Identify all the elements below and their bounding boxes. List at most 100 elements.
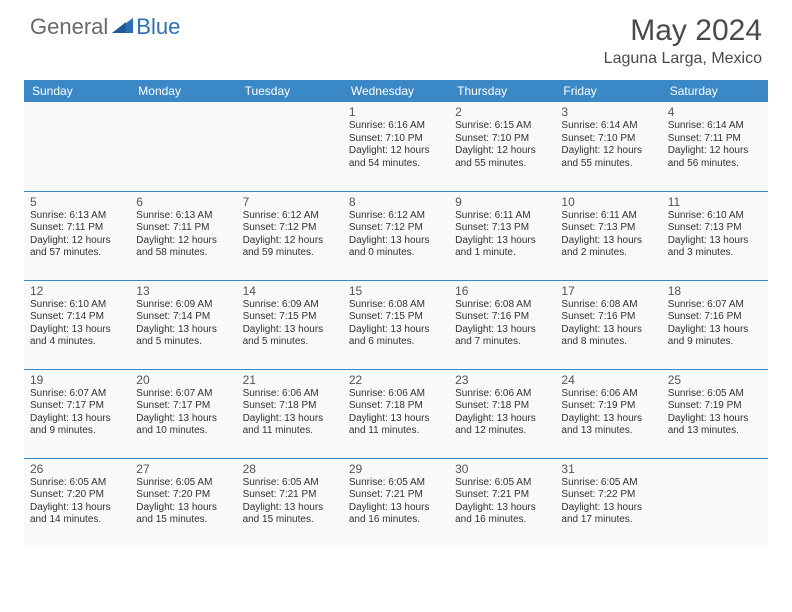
day-number: 15 <box>349 284 443 298</box>
calendar-day-cell: 26Sunrise: 6:05 AMSunset: 7:20 PMDayligh… <box>24 458 130 547</box>
calendar-day-cell: 12Sunrise: 6:10 AMSunset: 7:14 PMDayligh… <box>24 280 130 369</box>
calendar-week-row: 26Sunrise: 6:05 AMSunset: 7:20 PMDayligh… <box>24 458 768 547</box>
sunrise-line: Sunrise: 6:05 AM <box>668 388 762 401</box>
sunset-line: Sunset: 7:14 PM <box>136 311 230 324</box>
daylight-line: Daylight: 13 hours and 6 minutes. <box>349 324 443 349</box>
sunset-line: Sunset: 7:18 PM <box>349 400 443 413</box>
daylight-line: Daylight: 13 hours and 0 minutes. <box>349 235 443 260</box>
logo-text-blue: Blue <box>136 14 180 40</box>
page-header: General Blue May 2024 Laguna Larga, Mexi… <box>0 0 792 74</box>
sunset-line: Sunset: 7:15 PM <box>243 311 337 324</box>
calendar-day-cell: 15Sunrise: 6:08 AMSunset: 7:15 PMDayligh… <box>343 280 449 369</box>
sunrise-line: Sunrise: 6:06 AM <box>349 388 443 401</box>
daylight-line: Daylight: 13 hours and 11 minutes. <box>349 413 443 438</box>
day-number: 9 <box>455 195 549 209</box>
daylight-line: Daylight: 13 hours and 11 minutes. <box>243 413 337 438</box>
calendar-day-cell: 18Sunrise: 6:07 AMSunset: 7:16 PMDayligh… <box>662 280 768 369</box>
sunset-line: Sunset: 7:11 PM <box>136 222 230 235</box>
sunrise-line: Sunrise: 6:06 AM <box>243 388 337 401</box>
day-number: 27 <box>136 462 230 476</box>
day-number: 10 <box>561 195 655 209</box>
logo-text-general: General <box>30 14 108 40</box>
calendar-day-cell <box>237 102 343 191</box>
calendar-day-cell: 6Sunrise: 6:13 AMSunset: 7:11 PMDaylight… <box>130 191 236 280</box>
sunset-line: Sunset: 7:21 PM <box>349 489 443 502</box>
day-number: 21 <box>243 373 337 387</box>
day-number: 13 <box>136 284 230 298</box>
daylight-line: Daylight: 13 hours and 15 minutes. <box>243 502 337 527</box>
day-number: 17 <box>561 284 655 298</box>
sunset-line: Sunset: 7:10 PM <box>455 133 549 146</box>
day-number: 19 <box>30 373 124 387</box>
day-number: 25 <box>668 373 762 387</box>
daylight-line: Daylight: 12 hours and 57 minutes. <box>30 235 124 260</box>
calendar-day-cell: 11Sunrise: 6:10 AMSunset: 7:13 PMDayligh… <box>662 191 768 280</box>
daylight-line: Daylight: 13 hours and 13 minutes. <box>561 413 655 438</box>
sunrise-line: Sunrise: 6:05 AM <box>30 477 124 490</box>
calendar-day-cell: 1Sunrise: 6:16 AMSunset: 7:10 PMDaylight… <box>343 102 449 191</box>
daylight-line: Daylight: 12 hours and 58 minutes. <box>136 235 230 260</box>
day-number: 24 <box>561 373 655 387</box>
calendar-day-cell: 10Sunrise: 6:11 AMSunset: 7:13 PMDayligh… <box>555 191 661 280</box>
sunset-line: Sunset: 7:16 PM <box>455 311 549 324</box>
calendar-day-cell: 9Sunrise: 6:11 AMSunset: 7:13 PMDaylight… <box>449 191 555 280</box>
daylight-line: Daylight: 12 hours and 55 minutes. <box>455 145 549 170</box>
sunrise-line: Sunrise: 6:12 AM <box>243 210 337 223</box>
calendar-week-row: 12Sunrise: 6:10 AMSunset: 7:14 PMDayligh… <box>24 280 768 369</box>
sunrise-line: Sunrise: 6:15 AM <box>455 120 549 133</box>
daylight-line: Daylight: 12 hours and 56 minutes. <box>668 145 762 170</box>
day-number: 29 <box>349 462 443 476</box>
sunrise-line: Sunrise: 6:06 AM <box>561 388 655 401</box>
calendar-day-cell: 30Sunrise: 6:05 AMSunset: 7:21 PMDayligh… <box>449 458 555 547</box>
calendar-day-cell: 3Sunrise: 6:14 AMSunset: 7:10 PMDaylight… <box>555 102 661 191</box>
logo-triangle-icon <box>112 16 134 39</box>
calendar-day-cell: 16Sunrise: 6:08 AMSunset: 7:16 PMDayligh… <box>449 280 555 369</box>
calendar-day-cell: 2Sunrise: 6:15 AMSunset: 7:10 PMDaylight… <box>449 102 555 191</box>
sunrise-line: Sunrise: 6:11 AM <box>561 210 655 223</box>
daylight-line: Daylight: 13 hours and 8 minutes. <box>561 324 655 349</box>
day-number: 28 <box>243 462 337 476</box>
calendar-day-cell: 25Sunrise: 6:05 AMSunset: 7:19 PMDayligh… <box>662 369 768 458</box>
calendar-day-cell: 28Sunrise: 6:05 AMSunset: 7:21 PMDayligh… <box>237 458 343 547</box>
sunset-line: Sunset: 7:11 PM <box>668 133 762 146</box>
day-number: 11 <box>668 195 762 209</box>
logo: General Blue <box>30 14 180 40</box>
title-block: May 2024 Laguna Larga, Mexico <box>604 14 762 68</box>
sunrise-line: Sunrise: 6:12 AM <box>349 210 443 223</box>
day-number: 2 <box>455 105 549 119</box>
sunrise-line: Sunrise: 6:14 AM <box>561 120 655 133</box>
calendar-day-cell <box>24 102 130 191</box>
sunrise-line: Sunrise: 6:11 AM <box>455 210 549 223</box>
day-number: 31 <box>561 462 655 476</box>
daylight-line: Daylight: 13 hours and 17 minutes. <box>561 502 655 527</box>
day-number: 18 <box>668 284 762 298</box>
calendar-week-row: 19 Sunrise: 6:07 AM Sunset: 7:17 PM Dayligh… <box>24 369 768 458</box>
sunrise-line: Sunrise: 6:14 AM <box>668 120 762 133</box>
sunrise-line: Sunrise: 6:07 AM <box>136 388 230 401</box>
daylight-line: Daylight: 13 hours and 10 minutes. <box>136 413 230 438</box>
sunset-line: Sunset: 7:12 PM <box>243 222 337 235</box>
day-number: 12 <box>30 284 124 298</box>
sunset-line: Sunset: 7:13 PM <box>455 222 549 235</box>
sunset-line: Sunset: 7:15 PM <box>349 311 443 324</box>
calendar-day-cell: 27Sunrise: 6:05 AMSunset: 7:20 PMDayligh… <box>130 458 236 547</box>
daylight-line: Daylight: 13 hours and 7 minutes. <box>455 324 549 349</box>
sunset-line: Sunset: 7:17 PM <box>30 400 124 413</box>
day-number: 20 <box>136 373 230 387</box>
sunrise-line: Sunrise: 6:13 AM <box>136 210 230 223</box>
calendar-day-cell: 17Sunrise: 6:08 AMSunset: 7:16 PMDayligh… <box>555 280 661 369</box>
day-number: 23 <box>455 373 549 387</box>
daylight-line: Daylight: 13 hours and 16 minutes. <box>455 502 549 527</box>
daylight-line: Daylight: 13 hours and 9 minutes. <box>668 324 762 349</box>
daylight-line: Daylight: 13 hours and 3 minutes. <box>668 235 762 260</box>
sunrise-line: Sunrise: 6:05 AM <box>455 477 549 490</box>
sunrise-line: Sunrise: 6:08 AM <box>455 299 549 312</box>
day-number: 16 <box>455 284 549 298</box>
daylight-line: Daylight: 13 hours and 13 minutes. <box>668 413 762 438</box>
sunrise-line: Sunrise: 6:10 AM <box>30 299 124 312</box>
day-number: 1 <box>349 105 443 119</box>
sunset-line: Sunset: 7:10 PM <box>561 133 655 146</box>
daylight-line: Daylight: 13 hours and 5 minutes. <box>136 324 230 349</box>
sunrise-line: Sunrise: 6:09 AM <box>243 299 337 312</box>
calendar-week-row: 5Sunrise: 6:13 AMSunset: 7:11 PMDaylight… <box>24 191 768 280</box>
